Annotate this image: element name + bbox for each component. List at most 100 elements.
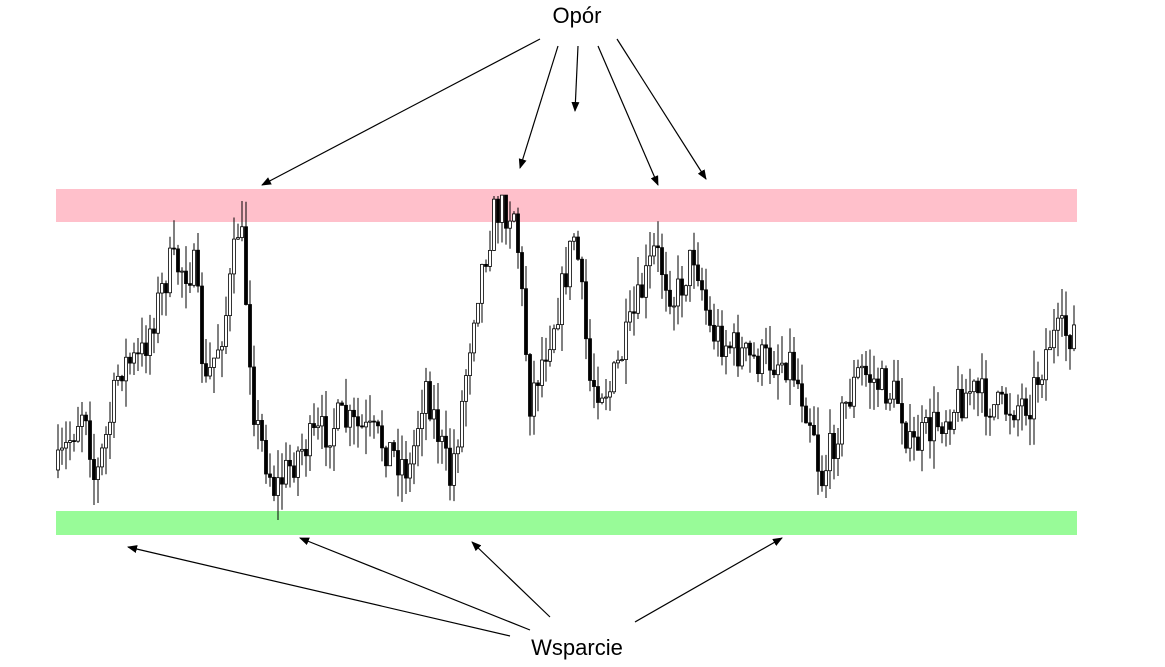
candle-body xyxy=(364,421,368,428)
candle-body xyxy=(324,416,328,448)
candle-body xyxy=(648,255,652,267)
candle-body xyxy=(636,284,640,314)
candle-body xyxy=(132,352,136,364)
candle-body xyxy=(956,388,960,413)
candle-body xyxy=(944,421,948,434)
candle-body xyxy=(76,426,80,442)
candle-body xyxy=(204,363,208,377)
candle-body xyxy=(1072,324,1076,350)
candle-body xyxy=(820,470,824,487)
candle-body xyxy=(176,248,180,273)
candle-body xyxy=(684,285,688,296)
candle-body xyxy=(504,194,508,229)
candle-body xyxy=(336,402,340,429)
candle-body xyxy=(556,324,560,330)
candle-body xyxy=(732,332,736,349)
candle-body xyxy=(160,283,164,294)
candle-body xyxy=(1044,349,1048,381)
candle-body xyxy=(104,434,108,449)
candle-body xyxy=(72,440,76,443)
candle-body xyxy=(668,289,672,307)
candle-body xyxy=(884,368,888,404)
candle-body xyxy=(360,425,364,428)
candle-body xyxy=(768,347,772,371)
candle-body xyxy=(840,402,844,445)
candle-body xyxy=(700,280,704,291)
candle-body xyxy=(276,477,280,496)
candle-body xyxy=(156,292,160,334)
candle-body xyxy=(328,445,332,448)
candle-body xyxy=(244,226,248,305)
candle-body xyxy=(688,249,692,287)
candle-body xyxy=(724,345,728,357)
candle-body xyxy=(596,386,600,403)
candle-body xyxy=(972,380,976,393)
candle-body xyxy=(620,359,624,361)
candle-body xyxy=(864,365,868,376)
price-candles xyxy=(56,194,1076,520)
candle-body xyxy=(796,379,800,385)
candle-body xyxy=(1048,347,1052,351)
candle-body xyxy=(248,304,252,368)
candle-body xyxy=(136,352,140,355)
candle-body xyxy=(760,344,764,375)
candle-body xyxy=(1008,413,1012,416)
candle-body xyxy=(580,258,584,283)
candle-body xyxy=(656,245,660,249)
candle-body xyxy=(164,283,168,294)
arrow xyxy=(518,45,559,169)
candle-body xyxy=(676,278,680,307)
candle-body xyxy=(776,364,780,376)
candle-body xyxy=(492,198,496,251)
candle-body xyxy=(272,476,276,496)
candle-body xyxy=(540,359,544,386)
candle-body xyxy=(568,240,572,288)
candle-body xyxy=(428,381,432,420)
candle-body xyxy=(1052,329,1056,349)
candle-body xyxy=(544,359,548,362)
candle-body xyxy=(736,332,740,367)
candle-body xyxy=(400,459,404,476)
candle-body xyxy=(708,309,712,326)
candle-body xyxy=(508,220,512,229)
support-zone xyxy=(56,511,1077,535)
candle-body xyxy=(152,328,156,334)
candle-body xyxy=(292,465,296,478)
candle-body xyxy=(64,442,68,449)
candle-body xyxy=(1016,405,1020,421)
candle-body xyxy=(1064,315,1068,336)
resistance-zone xyxy=(56,189,1077,222)
candle-body xyxy=(120,375,124,382)
candle-body xyxy=(216,349,220,359)
candle-body xyxy=(756,355,760,375)
candle-body xyxy=(180,270,184,273)
arrow xyxy=(616,38,707,180)
candle-body xyxy=(200,285,204,365)
candle-body xyxy=(468,352,472,376)
candle-body xyxy=(100,447,104,468)
candle-body xyxy=(920,422,924,451)
arrow xyxy=(127,545,511,637)
candle-body xyxy=(824,470,828,487)
candle-body xyxy=(704,289,708,311)
candle-body xyxy=(1040,379,1044,385)
candle-body xyxy=(964,392,968,419)
candle-body xyxy=(240,226,244,238)
candle-body xyxy=(288,459,292,467)
candle-body xyxy=(640,284,644,298)
candle-body xyxy=(520,252,524,290)
candle-body xyxy=(112,379,116,423)
candle-body xyxy=(348,409,352,428)
candle-body xyxy=(68,440,72,443)
candle-body xyxy=(268,473,272,478)
candle-body xyxy=(888,398,892,404)
candle-body xyxy=(312,423,316,429)
candle-body xyxy=(232,238,236,275)
candle-body xyxy=(424,381,428,414)
candle-body xyxy=(552,328,556,351)
candle-body xyxy=(524,288,528,355)
candle-body xyxy=(892,380,896,400)
candle-body xyxy=(728,345,732,349)
